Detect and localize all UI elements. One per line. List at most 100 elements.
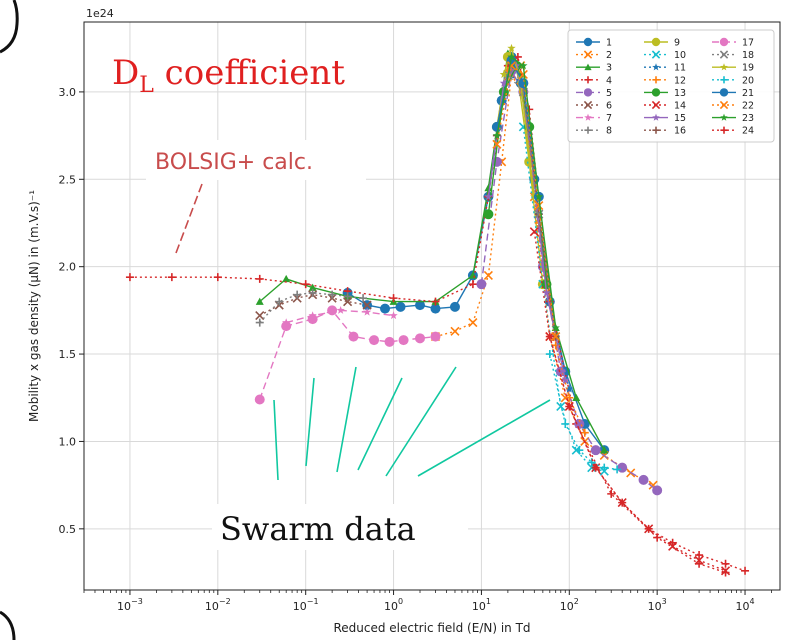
data-point	[492, 131, 502, 140]
legend-label: 15	[674, 113, 686, 124]
x-tick-label: 103	[648, 597, 667, 613]
point-x	[651, 50, 661, 59]
dl-coefficient-label: DL coefficient	[112, 53, 345, 98]
point-circle	[348, 331, 359, 342]
point-triangle	[308, 283, 317, 291]
data-point	[529, 227, 539, 237]
data-point	[652, 113, 660, 121]
data-point	[327, 305, 338, 316]
data-point	[380, 303, 391, 314]
legend-entry-12: 12	[644, 75, 686, 86]
point-plus	[308, 288, 317, 297]
point-triangle	[255, 297, 264, 305]
data-point	[430, 303, 441, 314]
data-point	[600, 463, 609, 472]
left-edge-arc-top	[0, 0, 19, 54]
data-point	[651, 88, 661, 97]
point-plus	[167, 273, 176, 282]
point-plus	[584, 126, 592, 134]
point-circle	[719, 37, 729, 47]
data-point	[507, 52, 516, 61]
point-plus	[721, 559, 730, 568]
legend-entry-21: 21	[712, 88, 754, 99]
point-plus	[255, 318, 264, 327]
legend-entry-9: 9	[644, 38, 680, 49]
legend-entry-10: 10	[644, 50, 686, 61]
point-star	[507, 52, 516, 61]
data-point	[362, 307, 372, 316]
point-triangle	[572, 393, 581, 401]
data-point	[652, 126, 660, 134]
data-point	[534, 200, 544, 211]
legend-label: 10	[674, 50, 686, 61]
point-x	[583, 100, 593, 110]
swarm-pointer-1	[273, 399, 279, 481]
point-plus	[607, 489, 616, 498]
bolsig-annotation: BOLSIG+ calc.	[146, 140, 366, 254]
legend-label: 11	[674, 63, 686, 74]
data-point	[584, 63, 592, 71]
data-point	[561, 375, 570, 384]
x-tick-label: 100	[384, 597, 403, 613]
legend-label: 21	[742, 88, 754, 99]
series-17	[254, 305, 441, 405]
data-point	[584, 76, 592, 84]
point-plus	[545, 350, 554, 359]
point-plus	[591, 463, 600, 472]
left-edge-ylabel-fragment	[0, 180, 8, 470]
data-point	[720, 566, 731, 576]
swarm-pointers	[273, 366, 551, 481]
point-triangle	[484, 184, 493, 192]
point-plus	[255, 274, 264, 283]
point-plus	[720, 76, 728, 84]
point-plus	[545, 332, 554, 341]
point-x	[343, 297, 353, 307]
point-plus	[343, 292, 352, 301]
point-star	[720, 63, 728, 71]
point-circle	[574, 418, 585, 429]
point-plus	[301, 280, 310, 289]
point-star	[551, 323, 560, 332]
legend-entry-23: 23	[712, 113, 754, 124]
point-plus	[275, 297, 284, 306]
legend-entry-6: 6	[576, 101, 612, 112]
point-plus	[389, 294, 398, 303]
point-plus	[584, 76, 592, 84]
point-star	[720, 113, 728, 121]
data-point	[719, 100, 729, 110]
point-circle	[369, 335, 380, 346]
point-plus	[600, 463, 609, 472]
data-point	[255, 318, 264, 327]
swarm-pointer-5	[385, 366, 457, 477]
data-point	[499, 70, 509, 78]
bolsig-label-bg	[146, 140, 366, 180]
series-layer	[125, 43, 750, 577]
point-circle	[638, 474, 649, 485]
point-plus	[328, 290, 337, 299]
left-edge-arc-bottom	[0, 610, 16, 640]
swarm-pointer-4	[357, 377, 403, 471]
x-tick-exponent: 3	[662, 597, 667, 606]
x-tick-base: 10	[205, 600, 219, 613]
data-point	[652, 76, 660, 84]
data-point	[293, 290, 302, 299]
data-point	[545, 350, 554, 359]
point-star	[389, 311, 398, 320]
point-x	[492, 139, 502, 149]
data-point	[651, 50, 661, 59]
point-star	[534, 192, 544, 201]
legend-label: 13	[674, 88, 686, 99]
point-plus	[575, 446, 584, 455]
data-point	[513, 52, 522, 61]
data-point	[719, 37, 729, 47]
data-point	[275, 297, 284, 306]
data-point	[362, 300, 372, 310]
legend-entry-15: 15	[644, 113, 686, 124]
point-circle	[583, 37, 593, 47]
data-point	[255, 274, 264, 283]
legend-entry-17: 17	[712, 38, 754, 49]
data-point	[518, 69, 528, 79]
point-plus	[652, 126, 660, 134]
data-point	[519, 61, 528, 70]
